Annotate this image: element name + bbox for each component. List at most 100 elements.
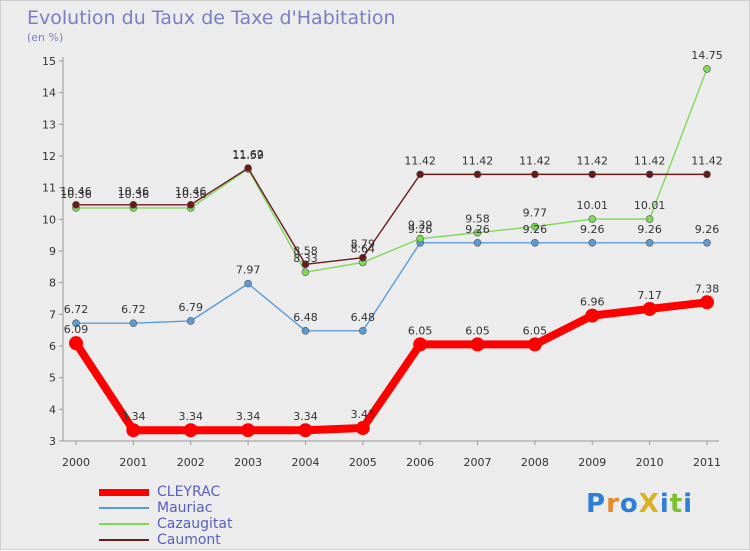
data-label-mauriac: 7.97 — [236, 264, 261, 277]
y-tick-label: 10 — [42, 213, 56, 226]
data-point-cazaugitat — [645, 215, 654, 223]
data-point-mauriac — [588, 238, 597, 247]
data-label-mauriac: 9.26 — [695, 223, 720, 236]
x-tick-label: 2008 — [521, 456, 549, 469]
data-label-caumont: 8.79 — [351, 238, 376, 251]
legend-label: CLEYRAC — [157, 484, 221, 500]
y-tick-label: 9 — [49, 245, 56, 258]
data-point-caumont — [359, 253, 367, 262]
data-point-caumont — [301, 260, 310, 269]
data-label-mauriac: 9.26 — [465, 223, 490, 236]
data-label-mauriac: 6.72 — [64, 303, 89, 316]
data-point-caumont — [244, 164, 252, 172]
x-tick-label: 2001 — [119, 456, 147, 469]
data-label-caumont: 11.42 — [577, 154, 609, 167]
data-label-cazaugitat: 10.01 — [634, 199, 666, 212]
data-label-cazaugitat: 8.64 — [351, 242, 376, 255]
data-label-cazaugitat: 9.77 — [523, 207, 548, 220]
data-point-cazaugitat — [473, 228, 482, 237]
legend-swatch — [99, 523, 149, 525]
y-tick-label: 3 — [49, 435, 56, 448]
x-tick-label: 2003 — [234, 456, 262, 469]
data-point-cleyrac — [126, 423, 141, 438]
data-point-cazaugitat — [301, 268, 310, 277]
x-tick-label: 2009 — [578, 456, 606, 469]
logo-letter: i — [683, 489, 694, 519]
logo-letter: i — [659, 489, 670, 519]
data-point-cleyrac — [355, 421, 370, 436]
data-label-mauriac: 6.79 — [178, 301, 203, 314]
data-label-cazaugitat: 8.33 — [293, 252, 318, 265]
legend-swatch — [99, 488, 149, 496]
legend: CLEYRAC Mauriac Cazaugitat Caumont — [99, 484, 233, 548]
data-point-mauriac — [359, 326, 367, 335]
data-point-cleyrac — [527, 337, 542, 352]
legend-swatch — [99, 507, 149, 509]
data-point-caumont — [72, 200, 80, 209]
data-point-cleyrac — [585, 308, 600, 323]
data-point-mauriac — [645, 238, 654, 247]
series-line-cazaugitat — [76, 68, 708, 273]
data-label-mauriac: 9.26 — [408, 223, 433, 236]
y-tick-label: 7 — [49, 308, 56, 321]
data-label-cleyrac: 3.34 — [178, 410, 203, 423]
data-point-cleyrac — [413, 337, 428, 352]
data-label-cazaugitat: 9.39 — [408, 219, 433, 232]
proxiti-logo: ProXiti — [586, 489, 693, 519]
data-point-cazaugitat — [416, 234, 424, 243]
data-label-mauriac: 6.48 — [293, 311, 318, 324]
series-line-caumont — [76, 167, 707, 265]
legend-item-cazaugitat: Cazaugitat — [99, 516, 233, 532]
data-label-cleyrac: 6.05 — [523, 324, 548, 337]
data-label-cazaugitat: 10.36 — [118, 188, 150, 201]
chart-title: Evolution du Taux de Taxe d'Habitation — [27, 7, 396, 29]
data-label-cleyrac: 7.17 — [637, 289, 662, 302]
data-point-mauriac — [473, 238, 482, 247]
legend-swatch — [99, 539, 149, 541]
data-label-cleyrac: 6.05 — [408, 324, 433, 337]
data-point-cazaugitat — [531, 222, 539, 231]
data-point-caumont — [473, 170, 482, 179]
x-tick-label: 2000 — [62, 456, 90, 469]
legend-label: Cazaugitat — [157, 516, 233, 532]
y-tick-label: 6 — [49, 340, 56, 353]
data-point-caumont — [186, 200, 195, 209]
data-point-cazaugitat — [588, 215, 597, 223]
data-label-cazaugitat: 10.36 — [60, 188, 92, 201]
x-tick-label: 2010 — [636, 456, 664, 469]
logo-letter: r — [606, 489, 620, 519]
y-tick-label: 12 — [42, 150, 56, 163]
data-label-cleyrac: 3.34 — [293, 410, 318, 423]
data-point-mauriac — [129, 319, 138, 328]
data-point-cleyrac — [69, 336, 83, 351]
chart-unit: (en %) — [27, 31, 64, 44]
data-label-mauriac: 6.72 — [121, 303, 146, 316]
data-point-mauriac — [244, 279, 252, 288]
data-label-caumont: 11.42 — [519, 154, 551, 167]
data-label-cazaugitat: 11.59 — [232, 149, 264, 162]
data-label-mauriac: 9.26 — [523, 223, 548, 236]
y-tick-label: 11 — [42, 182, 56, 195]
data-label-cleyrac: 6.96 — [580, 296, 605, 309]
data-point-caumont — [588, 170, 597, 179]
data-point-cleyrac — [183, 423, 198, 438]
data-point-cleyrac — [241, 423, 256, 438]
legend-item-mauriac: Mauriac — [99, 500, 233, 516]
data-label-caumont: 11.62 — [232, 148, 264, 161]
data-label-cazaugitat: 14.75 — [691, 49, 723, 62]
x-tick-label: 2011 — [693, 456, 721, 469]
data-point-mauriac — [186, 317, 195, 325]
data-label-cleyrac: 6.09 — [64, 323, 89, 336]
data-label-caumont: 10.46 — [60, 185, 92, 198]
data-label-cazaugitat: 10.01 — [577, 199, 609, 212]
x-tick-label: 2002 — [177, 456, 205, 469]
data-point-cazaugitat — [703, 65, 711, 73]
data-point-caumont — [703, 170, 711, 179]
data-label-cleyrac: 3.34 — [121, 410, 146, 423]
data-label-caumont: 11.42 — [462, 154, 494, 167]
data-point-cleyrac — [298, 423, 313, 438]
data-label-caumont: 11.42 — [691, 154, 723, 167]
data-label-caumont: 11.42 — [634, 154, 666, 167]
data-label-cazaugitat: 9.58 — [465, 213, 490, 226]
